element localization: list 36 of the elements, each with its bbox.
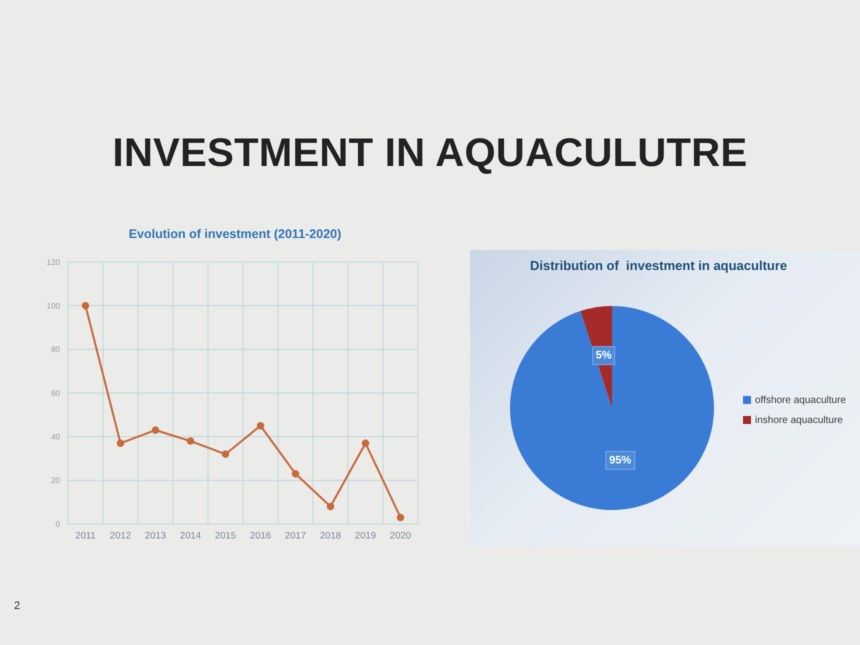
- x-tick-label: 2020: [390, 530, 412, 542]
- point: [186, 437, 194, 445]
- y-tick-label: 40: [51, 432, 61, 442]
- y-tick-label: 0: [56, 520, 61, 529]
- x-tick-label: 2014: [180, 530, 202, 542]
- chart-title: Evolution of investment (2011-2020): [128, 227, 342, 241]
- point: [396, 514, 404, 522]
- x-tick-label: 2019: [354, 530, 376, 542]
- x-tick-label: 2013: [144, 530, 166, 542]
- point: [222, 450, 230, 458]
- y-tick-label: 100: [46, 302, 61, 311]
- legend-label: inshore aquaculture: [755, 415, 843, 426]
- y-tick-label: 20: [51, 476, 61, 486]
- x-tick-label: 2017: [284, 530, 306, 542]
- data-label: 5%: [596, 350, 612, 362]
- y-tick-label: 60: [51, 388, 61, 398]
- point: [82, 302, 90, 310]
- text: INVESTMENT IN AQUACULUTRE: [112, 130, 748, 176]
- x-tick-label: 2015: [214, 530, 236, 542]
- point: [152, 426, 160, 434]
- chart-title: Distribution of investment in aquaculture: [530, 258, 788, 273]
- point: [362, 440, 370, 447]
- point: [256, 422, 264, 430]
- point: [116, 440, 124, 447]
- y-tick-label: 80: [51, 345, 61, 354]
- point: [292, 470, 300, 478]
- point: [326, 502, 334, 510]
- y-tick-label: 120: [46, 258, 61, 267]
- x-tick-label: 2016: [250, 530, 272, 542]
- x-tick-label: 2012: [110, 530, 132, 542]
- x-tick-label: 2018: [320, 530, 342, 542]
- pie-slice: [510, 306, 714, 510]
- text: 2: [14, 600, 20, 612]
- legend-label: offshore aquaculture: [755, 395, 846, 406]
- data-label: 95%: [609, 454, 632, 466]
- x-tick-label: 2011: [75, 530, 96, 542]
